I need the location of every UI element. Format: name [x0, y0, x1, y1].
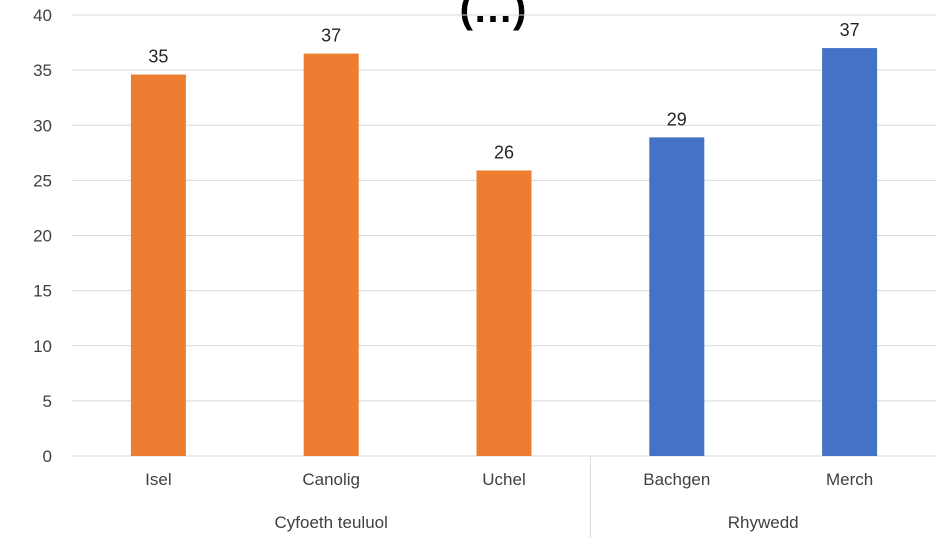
bar-isel [130, 74, 186, 456]
x-category-label: Bachgen [643, 470, 710, 489]
y-tick-label: 0 [43, 447, 52, 466]
y-tick-label: 25 [33, 171, 52, 190]
bars: 35 37 26 29 37 [130, 20, 878, 457]
bar-canolig [303, 53, 359, 457]
y-axis: 0 5 10 15 20 25 30 35 40 [33, 6, 52, 466]
y-tick-label: 35 [33, 61, 52, 80]
bar-bachgen [649, 137, 705, 456]
x-category-label: Isel [145, 470, 171, 489]
y-tick-label: 40 [33, 6, 52, 25]
bar-merch [822, 48, 878, 456]
y-tick-label: 20 [33, 227, 52, 246]
bar-uchel [476, 170, 532, 456]
x-category-label: Canolig [302, 470, 360, 489]
y-tick-label: 15 [33, 282, 52, 301]
x-group-label: Rhywedd [728, 513, 799, 532]
data-label: 29 [667, 109, 687, 129]
x-category-label: Merch [826, 470, 873, 489]
data-label: 26 [494, 142, 514, 162]
y-tick-label: 30 [33, 116, 52, 135]
x-category-label: Uchel [482, 470, 525, 489]
y-tick-label: 10 [33, 337, 52, 356]
data-label: 37 [321, 26, 341, 46]
x-group-label: Cyfoeth teuluol [274, 513, 387, 532]
data-label: 35 [148, 47, 168, 67]
data-label: 37 [840, 20, 860, 40]
x-axis: Isel Canolig Uchel Bachgen Merch Cyfoeth teul… [145, 456, 873, 538]
y-tick-label: 5 [43, 392, 52, 411]
